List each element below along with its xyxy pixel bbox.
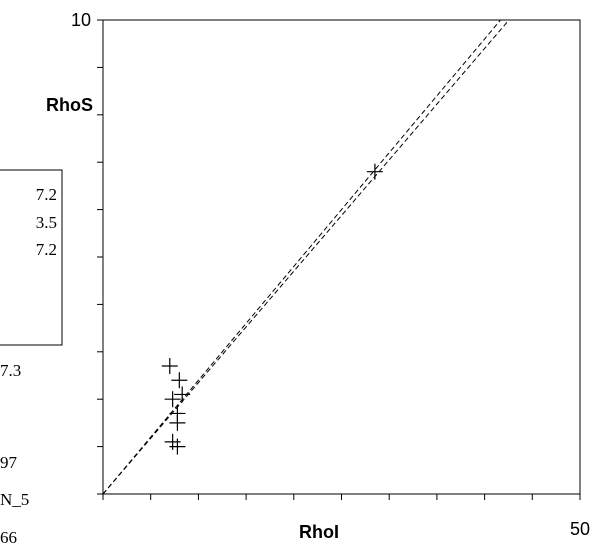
data-point-4	[164, 391, 181, 408]
legend-value-1: 7.2	[36, 185, 57, 204]
data-point-6	[169, 414, 186, 431]
data-point-3	[174, 386, 191, 403]
fit-lines	[103, 20, 510, 494]
legend-box-frame	[0, 169, 63, 346]
x-axis-ticks	[102, 494, 581, 500]
data-point-0	[164, 433, 181, 450]
x-axis-label: RhoI	[299, 522, 339, 542]
y-axis-tick-labels: 10	[71, 10, 91, 30]
data-points	[161, 163, 383, 455]
side-text-item-4: 66	[0, 528, 17, 543]
x-tick-label-0: 50	[570, 519, 590, 539]
legend-value-3: 7.2	[36, 240, 57, 259]
data-point-2	[171, 372, 188, 389]
data-point-7	[169, 438, 186, 455]
data-point-1	[161, 358, 178, 375]
legend-value-2: 3.5	[36, 213, 57, 232]
y-axis-ticks	[97, 19, 103, 495]
data-point-8	[366, 163, 383, 180]
side-text: 7.3 97 N_5 66	[0, 361, 29, 543]
fit-line-0	[103, 20, 510, 494]
legend-box: 7.2 3.5 7.2	[0, 169, 63, 346]
fit-line-1	[103, 20, 502, 494]
x-axis-tick-labels: 50	[570, 519, 590, 539]
y-tick-label-0: 10	[71, 10, 91, 30]
side-text-item-1: 7.3	[0, 361, 21, 380]
side-text-item-3: N_5	[0, 490, 29, 509]
side-text-item-2: 97	[0, 453, 18, 472]
y-axis-label: RhoS	[46, 95, 93, 115]
